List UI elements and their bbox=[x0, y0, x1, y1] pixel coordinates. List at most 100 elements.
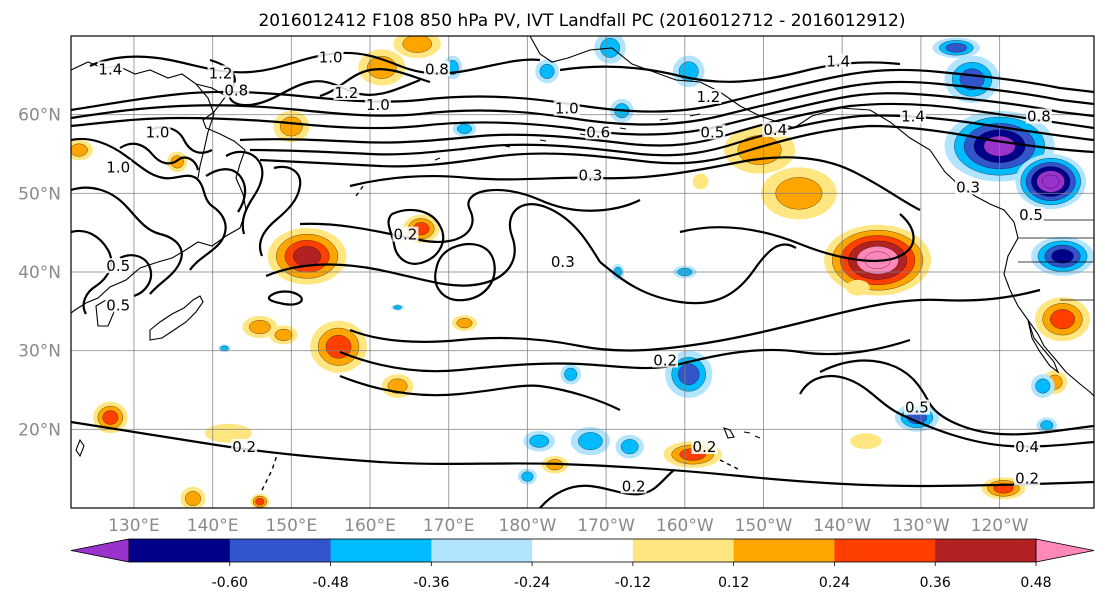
colorbar-tick-label: -0.24 bbox=[514, 575, 550, 591]
contour-label: 0.4 bbox=[1015, 438, 1039, 456]
contour-label: 1.4 bbox=[826, 53, 850, 71]
contour-label-bg bbox=[1018, 206, 1045, 222]
lon-tick-label: 150°W bbox=[735, 516, 793, 536]
colorbar-tick-label: 0.36 bbox=[920, 575, 951, 591]
contour-line bbox=[259, 124, 1094, 168]
contour-label: 1.0 bbox=[146, 123, 170, 141]
pv-anomaly-fill bbox=[185, 491, 201, 506]
contour-label: 1.2 bbox=[334, 84, 358, 102]
contour-label: 0.5 bbox=[106, 257, 130, 275]
coastline-japan bbox=[149, 295, 204, 341]
contour-line bbox=[71, 420, 1094, 488]
contour-label-bg bbox=[691, 439, 718, 454]
contour-line-dashed bbox=[261, 181, 741, 491]
contour-label-bg bbox=[317, 49, 344, 65]
pv-anomaly-fill bbox=[1035, 378, 1051, 394]
contour-label: 0.3 bbox=[956, 178, 980, 196]
contour-line bbox=[339, 374, 621, 411]
pv-anomaly-fill bbox=[846, 279, 870, 296]
lon-tick-label: 140°E bbox=[187, 516, 239, 536]
lat-tick-label: 30°N bbox=[18, 342, 61, 362]
colorbar-segment bbox=[229, 539, 332, 562]
lon-tick-label: 160°E bbox=[344, 516, 396, 536]
contour-line bbox=[249, 114, 1094, 157]
contour-label: 0.8 bbox=[425, 60, 449, 78]
colorbar-segment bbox=[431, 539, 533, 562]
contour-label: 0.4 bbox=[763, 121, 787, 139]
colorbar-tick-label: -0.48 bbox=[312, 575, 348, 591]
pv-anomaly-fill bbox=[274, 328, 293, 341]
contour-label-bg bbox=[620, 478, 647, 494]
colorbar-tick-label: -0.12 bbox=[615, 575, 651, 591]
contour-label: 1.0 bbox=[106, 159, 130, 177]
colorbar-segment bbox=[632, 539, 735, 562]
pv-anomaly-fill bbox=[1040, 420, 1054, 431]
contour-line bbox=[434, 243, 496, 302]
contour-label-bg bbox=[762, 121, 789, 137]
contour-line bbox=[119, 142, 200, 171]
coastline-hawaii bbox=[723, 427, 761, 439]
gridlines bbox=[71, 36, 1094, 508]
contour-label-bg bbox=[333, 85, 360, 100]
pv-anomaly-fill bbox=[102, 410, 119, 425]
contour-label-bg bbox=[105, 159, 132, 175]
contour-label-bg bbox=[699, 124, 726, 140]
contour-label-bg bbox=[903, 399, 930, 415]
contour-line bbox=[339, 338, 911, 373]
map-content: 1.4 1.20.81.01.21.00.81.01.01.00.60.31.20… bbox=[71, 36, 1094, 508]
contour-line bbox=[71, 92, 1094, 136]
contour-line bbox=[71, 186, 183, 295]
pv-anomaly-fill bbox=[456, 318, 473, 329]
colorbar-extend-high bbox=[1035, 538, 1095, 563]
pv-anomaly-fill bbox=[457, 123, 472, 134]
contour-label-bg bbox=[825, 53, 852, 69]
contour-line bbox=[205, 168, 247, 213]
contour-label: 0.5 bbox=[700, 123, 724, 141]
longitude-tick-labels: 130°E 140°E 150°E 160°E 170°E 180°W 170°W 160°W… bbox=[108, 516, 1029, 536]
contour-line bbox=[258, 165, 302, 257]
contour-label: 1.2 bbox=[696, 88, 720, 106]
lat-tick-label: 50°N bbox=[18, 184, 61, 204]
colorbar: -0.60 -0.48 -0.36 -0.24 -0.12 0.12 0.24 0.36 0.4… bbox=[70, 538, 1095, 591]
lon-tick-label: 170°E bbox=[423, 516, 475, 536]
pv-anomaly-fill bbox=[1050, 309, 1075, 330]
lon-tick-label: 130°E bbox=[108, 516, 160, 536]
pv-anomaly-fill bbox=[850, 433, 882, 449]
coastline-kamchatka bbox=[195, 83, 215, 179]
contour-label: 0.2 bbox=[1015, 469, 1039, 487]
contour-label-bg bbox=[144, 124, 171, 140]
pv-anomaly-fill bbox=[1051, 249, 1074, 264]
contour-line bbox=[119, 254, 153, 298]
contour-label: 1.0 bbox=[366, 96, 390, 114]
contour-label-bg bbox=[207, 65, 234, 81]
contour-label: 1.2 bbox=[209, 64, 233, 82]
lon-tick-label: 180°W bbox=[499, 516, 557, 536]
contour-label-bg bbox=[955, 179, 982, 195]
pv-anomaly-fill bbox=[578, 432, 603, 450]
contour-line bbox=[265, 203, 601, 287]
colorbar-tick-label: 0.12 bbox=[718, 575, 749, 591]
contour-label-bg bbox=[549, 254, 576, 270]
colorbar-segment bbox=[330, 539, 432, 562]
contour-label-bg bbox=[364, 96, 391, 112]
contour-label: 0.6 bbox=[586, 123, 610, 141]
pv-anomaly-fill bbox=[71, 143, 88, 157]
contour-label-bg bbox=[231, 439, 258, 454]
pv-anomaly-fill bbox=[220, 345, 229, 351]
colorbar-tick-label: 0.24 bbox=[819, 575, 850, 591]
pv-anomaly-fill bbox=[255, 498, 265, 506]
contour-label: 0.2 bbox=[394, 226, 418, 244]
coastline-baja bbox=[1027, 319, 1060, 374]
contour-line bbox=[225, 150, 264, 235]
pv-anomaly-fill bbox=[529, 434, 550, 448]
contour-label-bg bbox=[585, 124, 612, 140]
pv-anomaly-fill bbox=[249, 320, 271, 334]
contour-label-bg bbox=[97, 61, 124, 77]
colorbar-segment bbox=[935, 539, 1037, 562]
colorbar-tick-label: 0.48 bbox=[1020, 575, 1051, 591]
contour-labels: 1.4 1.20.81.01.21.00.81.01.01.00.60.31.20… bbox=[97, 49, 1052, 495]
pv-anomaly-fill bbox=[402, 36, 432, 53]
contour-label: 0.8 bbox=[1027, 108, 1051, 126]
pv-anomaly-fill bbox=[387, 378, 408, 394]
